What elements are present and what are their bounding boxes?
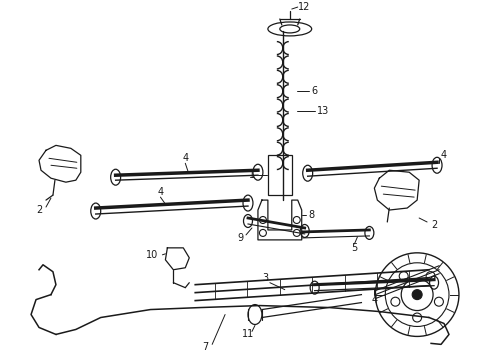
Text: 2: 2 (36, 205, 42, 215)
Text: 4: 4 (182, 153, 188, 163)
Text: 12: 12 (297, 2, 310, 12)
Text: 10: 10 (147, 250, 159, 260)
Text: 1: 1 (249, 170, 255, 180)
Text: 5: 5 (351, 243, 358, 253)
Ellipse shape (303, 165, 313, 181)
Text: 4: 4 (157, 187, 164, 197)
Ellipse shape (244, 215, 252, 228)
Ellipse shape (365, 226, 374, 239)
Polygon shape (39, 145, 81, 182)
Polygon shape (374, 170, 419, 210)
Text: 8: 8 (309, 210, 315, 220)
Text: 13: 13 (317, 105, 329, 116)
Text: 4: 4 (371, 294, 377, 305)
Ellipse shape (111, 169, 121, 185)
Text: 7: 7 (202, 342, 208, 352)
Ellipse shape (248, 305, 262, 324)
Text: 2: 2 (431, 220, 437, 230)
Text: 4: 4 (441, 150, 447, 160)
Text: 6: 6 (312, 86, 318, 96)
Polygon shape (166, 248, 189, 270)
Ellipse shape (310, 281, 319, 294)
Bar (268, 155, 292, 195)
Ellipse shape (253, 164, 263, 180)
Text: 3: 3 (262, 273, 268, 283)
Ellipse shape (300, 225, 309, 237)
Ellipse shape (243, 195, 253, 211)
Text: 9: 9 (237, 233, 243, 243)
Ellipse shape (91, 203, 101, 219)
Ellipse shape (430, 276, 439, 289)
Circle shape (412, 290, 422, 300)
Ellipse shape (432, 157, 442, 173)
Text: 11: 11 (242, 329, 254, 339)
